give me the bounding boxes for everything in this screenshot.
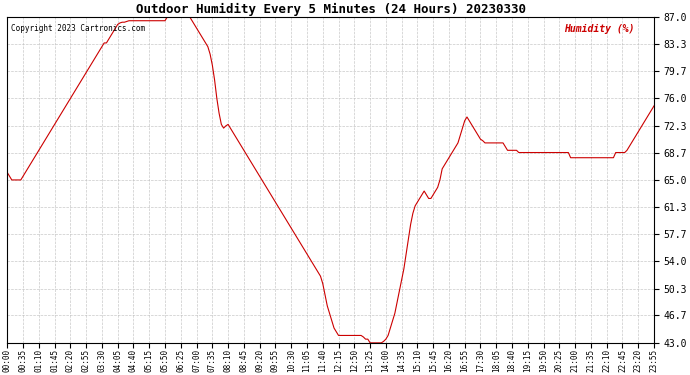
Text: Humidity (%): Humidity (%) [564, 24, 635, 33]
Text: Copyright 2023 Cartronics.com: Copyright 2023 Cartronics.com [10, 24, 145, 33]
Title: Outdoor Humidity Every 5 Minutes (24 Hours) 20230330: Outdoor Humidity Every 5 Minutes (24 Hou… [136, 3, 526, 16]
